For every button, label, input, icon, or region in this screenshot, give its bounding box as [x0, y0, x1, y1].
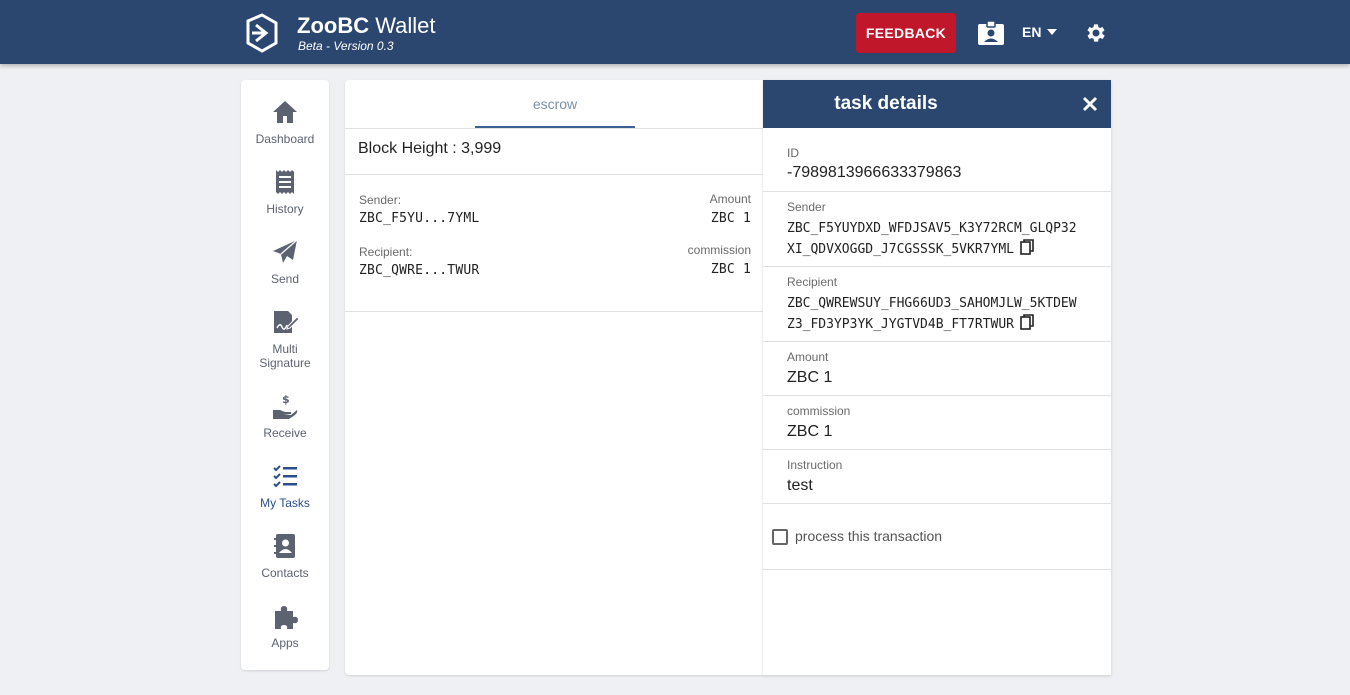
chevron-down-icon: [1047, 29, 1058, 35]
commission-value: ZBC 1: [710, 262, 751, 277]
sender-label: Sender: [787, 200, 826, 214]
contact-card-icon[interactable]: [977, 20, 1005, 46]
sidebar-nav: Dashboard History Send Multi Signature $…: [241, 80, 329, 670]
zoobc-logo-icon[interactable]: [242, 13, 280, 53]
block-height: Block Height : 3,999: [358, 140, 502, 157]
home-icon: [273, 101, 297, 123]
puzzle-icon: [275, 606, 298, 629]
id-field: ID -7989813966633379863: [763, 128, 1111, 192]
details-title: task details: [834, 93, 938, 114]
app-version: Beta - Version 0.3: [298, 39, 394, 53]
commission-label: commission: [787, 404, 851, 418]
svg-text:$: $: [282, 393, 290, 406]
id-value: -7989813966633379863: [787, 164, 962, 181]
amount-field: Amount ZBC 1: [763, 342, 1111, 396]
feedback-button[interactable]: FEEDBACK: [856, 13, 956, 53]
top-app-bar: ZooBC Wallet Beta - Version 0.3 FEEDBACK…: [0, 0, 1350, 64]
sidebar-item-receive[interactable]: $ Receive: [263, 393, 307, 440]
recipient-address: ZBC_QWREWSUY_FHG66UD3_SAHOMJLW_5KTDEW Z3…: [787, 296, 1077, 332]
recipient-field: Recipient ZBC_QWREWSUY_FHG66UD3_SAHOMJLW…: [763, 267, 1111, 342]
commission-label: commission: [687, 243, 751, 257]
sidebar-item-multi-signature[interactable]: Multi Signature: [241, 308, 329, 370]
language-selector[interactable]: EN: [1022, 24, 1058, 40]
close-icon[interactable]: [1081, 95, 1099, 113]
copy-icon[interactable]: [1020, 239, 1034, 255]
receive-money-icon: $: [273, 393, 298, 419]
sender-address: ZBC_F5YU...7YML: [359, 211, 480, 226]
tasks-icon: [273, 465, 297, 488]
gear-icon[interactable]: [1084, 21, 1108, 45]
recipient-address: ZBC_QWRE...TWUR: [359, 263, 480, 278]
instruction-label: Instruction: [787, 458, 843, 472]
instruction-value: test: [787, 477, 813, 494]
task-list-panel: escrow Block Height : 3,999 Sender: ZBC_…: [345, 80, 765, 675]
details-header: task details: [763, 80, 1111, 128]
tab-bar: escrow: [345, 80, 765, 129]
sidebar-item-dashboard[interactable]: Dashboard: [241, 98, 329, 146]
instruction-field: Instruction test: [763, 450, 1111, 504]
send-icon: [273, 239, 298, 263]
receipt-icon: [276, 170, 294, 194]
sidebar-item-contacts[interactable]: Contacts: [241, 532, 329, 580]
language-label: EN: [1022, 24, 1042, 40]
sidebar-item-history[interactable]: History: [241, 168, 329, 216]
amount-label: Amount: [787, 350, 829, 364]
divider: [345, 311, 765, 312]
recipient-label: Recipient:: [359, 245, 413, 259]
task-details-panel: task details ID -7989813966633379863 Sen…: [763, 80, 1111, 675]
divider: [763, 569, 1111, 570]
recipient-label: Recipient: [787, 275, 838, 289]
id-label: ID: [787, 146, 799, 160]
amount-label: Amount: [709, 192, 751, 206]
tab-escrow[interactable]: escrow: [475, 80, 635, 128]
copy-icon[interactable]: [1020, 314, 1034, 330]
sidebar-item-apps[interactable]: Apps: [241, 602, 329, 650]
amount-value: ZBC 1: [787, 369, 833, 386]
signature-icon: [274, 311, 299, 333]
divider: [345, 174, 765, 175]
sidebar-item-send[interactable]: Send: [241, 238, 329, 286]
sender-field: Sender ZBC_F5YUYDXD_WFDJSAV5_K3Y72RCM_GL…: [763, 192, 1111, 267]
app-title: ZooBC Wallet: [297, 13, 436, 38]
process-transaction-checkbox[interactable]: [772, 529, 788, 545]
sender-address: ZBC_F5YUYDXD_WFDJSAV5_K3Y72RCM_GLQP32 XI…: [787, 221, 1077, 257]
commission-value: ZBC 1: [787, 423, 833, 440]
commission-field: commission ZBC 1: [763, 396, 1111, 450]
sidebar-item-my-tasks[interactable]: My Tasks: [241, 462, 329, 510]
process-transaction-label[interactable]: process this transaction: [795, 528, 943, 544]
sender-label: Sender:: [359, 193, 402, 207]
contacts-icon: [274, 534, 295, 558]
amount-value: ZBC 1: [710, 211, 751, 226]
